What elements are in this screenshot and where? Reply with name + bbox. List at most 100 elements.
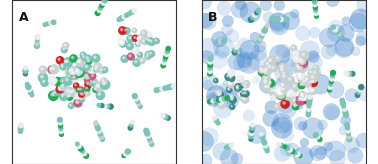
Circle shape — [313, 133, 318, 137]
Circle shape — [269, 81, 271, 83]
Circle shape — [100, 69, 102, 71]
Circle shape — [60, 92, 68, 101]
Circle shape — [274, 146, 290, 161]
Circle shape — [235, 84, 242, 91]
Circle shape — [104, 68, 105, 70]
Circle shape — [280, 143, 293, 156]
Circle shape — [286, 94, 288, 96]
Circle shape — [127, 53, 134, 60]
Circle shape — [299, 92, 308, 101]
Circle shape — [75, 59, 82, 66]
Circle shape — [294, 105, 296, 107]
Circle shape — [349, 13, 368, 32]
Circle shape — [98, 132, 102, 136]
Circle shape — [270, 16, 289, 35]
Circle shape — [200, 154, 212, 164]
Circle shape — [206, 86, 226, 105]
Circle shape — [68, 103, 74, 108]
Circle shape — [135, 61, 137, 63]
Text: B: B — [208, 11, 218, 24]
Circle shape — [339, 125, 349, 135]
Circle shape — [125, 29, 127, 31]
Circle shape — [101, 80, 110, 89]
Circle shape — [277, 91, 280, 93]
Circle shape — [295, 152, 300, 157]
Circle shape — [137, 38, 139, 40]
Circle shape — [82, 53, 83, 55]
Circle shape — [275, 56, 281, 61]
Circle shape — [345, 123, 349, 127]
Circle shape — [274, 64, 292, 82]
Circle shape — [41, 68, 43, 70]
Circle shape — [330, 74, 335, 78]
Circle shape — [57, 117, 62, 122]
Circle shape — [94, 81, 96, 83]
Circle shape — [226, 87, 231, 92]
Circle shape — [101, 1, 105, 5]
Circle shape — [359, 85, 364, 90]
Circle shape — [136, 42, 138, 43]
Circle shape — [122, 15, 126, 19]
Circle shape — [321, 45, 335, 59]
Circle shape — [200, 128, 218, 146]
Circle shape — [56, 57, 64, 64]
Circle shape — [262, 74, 267, 80]
Circle shape — [260, 0, 272, 11]
Circle shape — [86, 58, 92, 64]
Circle shape — [134, 96, 138, 101]
Circle shape — [305, 99, 307, 100]
Circle shape — [273, 58, 284, 69]
Circle shape — [217, 1, 231, 15]
Circle shape — [208, 63, 212, 67]
Circle shape — [128, 44, 130, 46]
Circle shape — [39, 66, 46, 73]
Circle shape — [313, 71, 316, 73]
Circle shape — [127, 12, 131, 16]
Circle shape — [76, 68, 78, 71]
Circle shape — [271, 89, 273, 92]
Circle shape — [64, 60, 67, 62]
Circle shape — [341, 115, 350, 125]
Circle shape — [293, 84, 296, 87]
Circle shape — [74, 92, 81, 99]
Circle shape — [221, 90, 239, 108]
Circle shape — [79, 70, 86, 77]
Circle shape — [80, 52, 86, 58]
Circle shape — [34, 43, 39, 48]
Circle shape — [213, 37, 233, 57]
Circle shape — [85, 65, 87, 68]
Circle shape — [79, 97, 84, 102]
Circle shape — [272, 95, 274, 97]
Circle shape — [141, 59, 143, 61]
Circle shape — [308, 70, 314, 76]
Circle shape — [222, 39, 226, 43]
Circle shape — [92, 75, 93, 76]
Circle shape — [338, 32, 341, 36]
Circle shape — [306, 110, 311, 114]
Circle shape — [264, 76, 266, 79]
Circle shape — [145, 51, 152, 58]
Circle shape — [90, 68, 93, 70]
Circle shape — [263, 66, 271, 75]
Circle shape — [158, 88, 161, 92]
Circle shape — [300, 93, 302, 95]
Circle shape — [26, 84, 31, 90]
Circle shape — [96, 91, 105, 99]
Circle shape — [97, 129, 101, 133]
Circle shape — [147, 39, 150, 41]
Circle shape — [228, 70, 235, 76]
Circle shape — [277, 99, 296, 118]
Circle shape — [274, 90, 276, 92]
Circle shape — [355, 93, 360, 97]
Circle shape — [132, 46, 139, 54]
Circle shape — [258, 66, 265, 73]
Circle shape — [279, 17, 284, 22]
Circle shape — [315, 15, 318, 18]
Circle shape — [342, 107, 347, 111]
Circle shape — [282, 75, 285, 77]
Circle shape — [73, 66, 83, 75]
Circle shape — [77, 69, 79, 71]
Circle shape — [351, 47, 360, 56]
Circle shape — [136, 40, 141, 45]
Circle shape — [59, 127, 63, 131]
